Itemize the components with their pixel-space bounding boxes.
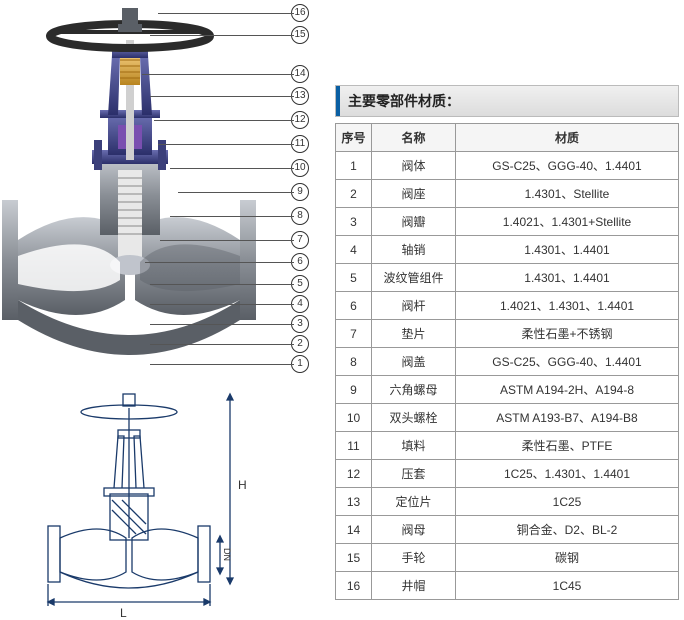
- table-row: 15手轮碳钢: [336, 544, 679, 572]
- dim-label-dn: DN: [222, 548, 232, 561]
- table-row: 5波纹管组件1.4301、1.4401: [336, 264, 679, 292]
- cell-name: 填料: [372, 432, 456, 460]
- cell-name: 波纹管组件: [372, 264, 456, 292]
- table-title-bar: 主要零部件材质：: [335, 85, 679, 117]
- cell-name: 阀盖: [372, 348, 456, 376]
- table-row: 4轴销1.4301、1.4401: [336, 236, 679, 264]
- leader-12: [154, 120, 294, 121]
- cell-no: 2: [336, 180, 372, 208]
- cell-no: 16: [336, 572, 372, 600]
- dim-label-l: L: [120, 606, 127, 620]
- valve-render: [0, 0, 280, 380]
- materials-panel: 主要零部件材质： 序号 名称 材质 1阀体GS-C25、GGG-40、1.440…: [335, 85, 679, 600]
- cell-no: 11: [336, 432, 372, 460]
- leader-4: [150, 304, 294, 305]
- table-row: 6阀杆1.4021、1.4301、1.4401: [336, 292, 679, 320]
- dim-label-h: H: [238, 478, 247, 492]
- cell-no: 15: [336, 544, 372, 572]
- leader-10: [170, 168, 294, 169]
- cell-material: 1C25、1.4301、1.4401: [456, 460, 679, 488]
- leader-16: [158, 13, 294, 14]
- cell-material: 1.4301、Stellite: [456, 180, 679, 208]
- cell-no: 3: [336, 208, 372, 236]
- cell-no: 8: [336, 348, 372, 376]
- header-name: 名称: [372, 124, 456, 152]
- leader-13: [150, 96, 294, 97]
- cell-name: 压套: [372, 460, 456, 488]
- cell-name: 轴销: [372, 236, 456, 264]
- leader-11: [158, 144, 294, 145]
- table-header-row: 序号 名称 材质: [336, 124, 679, 152]
- cell-name: 六角螺母: [372, 376, 456, 404]
- cell-no: 13: [336, 488, 372, 516]
- cell-name: 阀座: [372, 180, 456, 208]
- cell-no: 6: [336, 292, 372, 320]
- cell-material: 1.4301、1.4401: [456, 236, 679, 264]
- cell-no: 1: [336, 152, 372, 180]
- cell-no: 12: [336, 460, 372, 488]
- cell-name: 阀瓣: [372, 208, 456, 236]
- table-row: 13定位片1C25: [336, 488, 679, 516]
- table-row: 2阀座1.4301、Stellite: [336, 180, 679, 208]
- table-row: 16井帽1C45: [336, 572, 679, 600]
- leader-14: [142, 74, 294, 75]
- cell-no: 5: [336, 264, 372, 292]
- diagram-area: H L DN 16151413121110987654321: [0, 0, 330, 620]
- leader-3: [150, 324, 294, 325]
- header-material: 材质: [456, 124, 679, 152]
- leader-1: [150, 364, 294, 365]
- cell-material: GS-C25、GGG-40、1.4401: [456, 348, 679, 376]
- cell-material: 铜合金、D2、BL-2: [456, 516, 679, 544]
- table-row: 14阀母铜合金、D2、BL-2: [336, 516, 679, 544]
- table-row: 7垫片柔性石墨+不锈钢: [336, 320, 679, 348]
- table-row: 3阀瓣1.4021、1.4301+Stellite: [336, 208, 679, 236]
- cell-name: 双头螺栓: [372, 404, 456, 432]
- cell-material: 1C25: [456, 488, 679, 516]
- leader-2: [150, 344, 294, 345]
- header-no: 序号: [336, 124, 372, 152]
- cell-no: 10: [336, 404, 372, 432]
- cell-name: 垫片: [372, 320, 456, 348]
- table-row: 8阀盖GS-C25、GGG-40、1.4401: [336, 348, 679, 376]
- table-row: 1阀体GS-C25、GGG-40、1.4401: [336, 152, 679, 180]
- cell-material: 柔性石墨、PTFE: [456, 432, 679, 460]
- leader-15: [150, 35, 294, 36]
- cell-material: 碳钢: [456, 544, 679, 572]
- cell-name: 井帽: [372, 572, 456, 600]
- cell-material: GS-C25、GGG-40、1.4401: [456, 152, 679, 180]
- leader-9: [178, 192, 294, 193]
- cell-no: 9: [336, 376, 372, 404]
- leader-5: [150, 284, 294, 285]
- cell-name: 阀杆: [372, 292, 456, 320]
- leader-7: [160, 240, 294, 241]
- table-row: 12压套1C25、1.4301、1.4401: [336, 460, 679, 488]
- table-row: 10双头螺栓ASTM A193-B7、A194-B8: [336, 404, 679, 432]
- cell-material: 1C45: [456, 572, 679, 600]
- cell-no: 14: [336, 516, 372, 544]
- table-row: 9六角螺母ASTM A194-2H、A194-8: [336, 376, 679, 404]
- cell-material: 1.4021、1.4301+Stellite: [456, 208, 679, 236]
- cell-material: 1.4301、1.4401: [456, 264, 679, 292]
- cell-name: 定位片: [372, 488, 456, 516]
- cell-name: 手轮: [372, 544, 456, 572]
- cell-name: 阀体: [372, 152, 456, 180]
- cell-no: 7: [336, 320, 372, 348]
- parts-table: 序号 名称 材质 1阀体GS-C25、GGG-40、1.44012阀座1.430…: [335, 123, 679, 600]
- cell-material: 柔性石墨+不锈钢: [456, 320, 679, 348]
- table-title: 主要零部件材质：: [340, 91, 460, 111]
- cell-no: 4: [336, 236, 372, 264]
- cell-material: ASTM A194-2H、A194-8: [456, 376, 679, 404]
- leader-8: [170, 216, 294, 217]
- cell-material: ASTM A193-B7、A194-B8: [456, 404, 679, 432]
- valve-schematic: [30, 388, 260, 618]
- cell-name: 阀母: [372, 516, 456, 544]
- cell-material: 1.4021、1.4301、1.4401: [456, 292, 679, 320]
- table-row: 11填料柔性石墨、PTFE: [336, 432, 679, 460]
- leader-6: [145, 262, 294, 263]
